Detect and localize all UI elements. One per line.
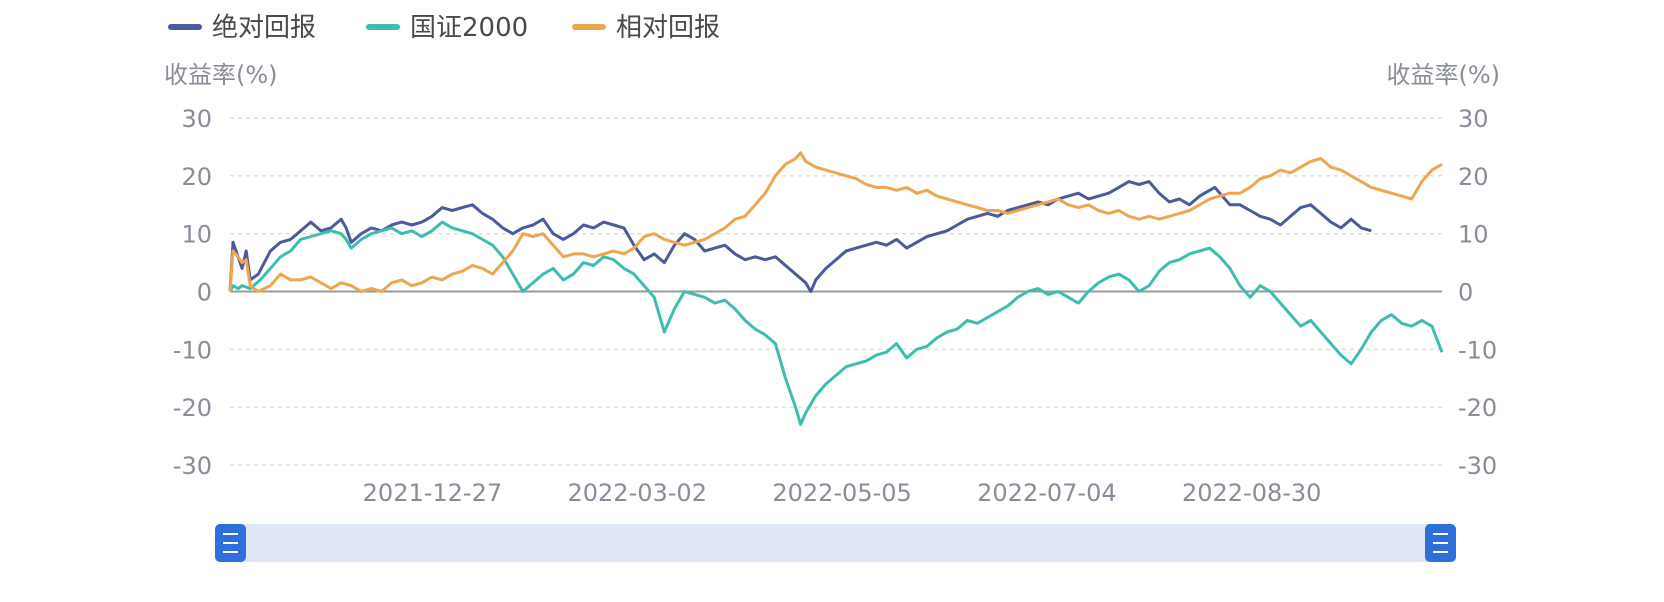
y-tick-left: 20 <box>181 163 212 191</box>
series-line-index-2000 <box>228 220 1444 426</box>
legend-item-index-2000[interactable]: 国证2000 <box>366 13 528 43</box>
y-tick-left: 0 <box>197 279 212 307</box>
series-lines <box>228 151 1444 426</box>
y-axis-left-ticks: 30 20 10 0 -10 -20 -30 <box>173 105 212 480</box>
legend-item-absolute-return[interactable]: 绝对回报 <box>168 13 316 43</box>
legend-swatch-absolute-return <box>168 24 202 30</box>
legend-swatch-relative-return <box>572 24 606 30</box>
y-tick-left: 30 <box>181 105 212 133</box>
y-tick-left: -10 <box>173 336 212 364</box>
y-tick-right: 20 <box>1458 163 1489 191</box>
x-tick: 2021-12-27 <box>363 479 502 507</box>
y-tick-left: 10 <box>181 221 212 249</box>
x-tick: 2022-05-05 <box>772 479 911 507</box>
x-axis-ticks: 2021-12-27 2022-03-02 2022-05-05 2022-07-04… <box>363 479 1322 507</box>
data-zoom-slider[interactable] <box>215 524 1456 562</box>
x-tick: 2022-08-30 <box>1182 479 1321 507</box>
data-zoom-handle-right[interactable] <box>1425 524 1456 562</box>
legend-label-absolute-return: 绝对回报 <box>212 13 316 43</box>
x-tick: 2022-03-02 <box>567 479 706 507</box>
y-axis-right-ticks: 30 20 10 0 -10 -20 -30 <box>1458 105 1497 480</box>
x-tick: 2022-07-04 <box>977 479 1116 507</box>
legend-label-relative-return: 相对回报 <box>616 13 720 43</box>
y-tick-right: 10 <box>1458 221 1489 249</box>
legend-item-relative-return[interactable]: 相对回报 <box>572 13 720 43</box>
y-tick-right: -30 <box>1458 452 1497 480</box>
legend-label-index-2000: 国证2000 <box>410 13 528 43</box>
legend: 绝对回报 国证2000 相对回报 <box>168 13 720 43</box>
y-tick-left: -20 <box>173 394 212 422</box>
y-tick-right: -20 <box>1458 394 1497 422</box>
series-line-relative-return <box>228 151 1443 293</box>
y-axis-right-unit: 收益率(%) <box>1386 61 1500 89</box>
y-tick-right: -10 <box>1458 336 1497 364</box>
y-tick-right: 30 <box>1458 105 1489 133</box>
y-axis-left-unit: 收益率(%) <box>164 61 278 89</box>
data-zoom-track[interactable] <box>230 524 1440 562</box>
y-tick-left: -30 <box>173 452 212 480</box>
y-tick-right: 0 <box>1458 279 1473 307</box>
grid-lines <box>230 117 1442 466</box>
data-zoom-handle-left[interactable] <box>215 524 246 562</box>
series-line-absolute-return <box>228 180 1372 293</box>
legend-swatch-index-2000 <box>366 24 400 30</box>
